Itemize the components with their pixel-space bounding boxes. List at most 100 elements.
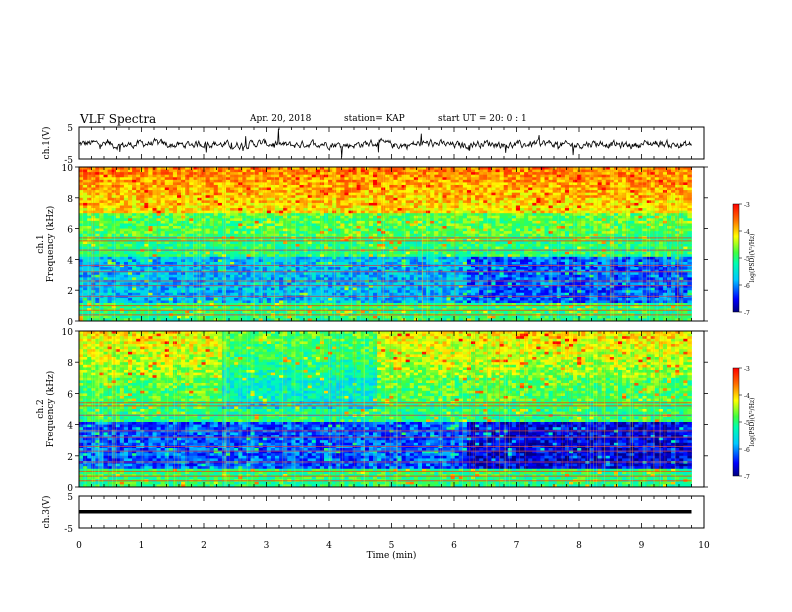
- spectrogram-cell: [426, 213, 431, 217]
- spectrogram-cell: [332, 208, 337, 212]
- spectrogram-cell: [597, 213, 603, 217]
- spectrogram-cell: [344, 179, 349, 183]
- spectrogram-cell: [307, 167, 313, 170]
- spectrogram-cell: [426, 172, 431, 176]
- spectrogram-cell: [564, 231, 570, 235]
- spectrogram-cell: [128, 244, 133, 247]
- spectrogram-cell: [487, 182, 492, 186]
- spectrogram-cell: [426, 244, 431, 247]
- spectrogram-cell: [560, 228, 566, 232]
- spectrogram-cell: [99, 210, 104, 214]
- spectrogram-cell: [324, 182, 329, 186]
- spectrogram-cell: [687, 228, 692, 232]
- spectrogram-cell: [491, 190, 496, 194]
- spectrogram-cell: [487, 187, 492, 191]
- spectrogram-cell: [687, 223, 692, 227]
- spectrogram-cell: [324, 200, 329, 204]
- spectrogram-cell: [377, 177, 382, 181]
- spectrogram-cell: [430, 169, 435, 173]
- spectrogram-cell: [266, 228, 272, 232]
- spectrogram-cell: [213, 208, 219, 212]
- spectrogram-cell: [115, 172, 121, 176]
- spectrogram-cell: [103, 174, 108, 178]
- spectrogram-cell: [658, 187, 664, 191]
- spectrogram-cell: [152, 241, 157, 245]
- spectrogram-cell: [319, 208, 325, 212]
- spectrogram-cell: [348, 197, 353, 201]
- spectrogram-cell: [115, 197, 121, 201]
- spectrogram-cell: [287, 172, 292, 176]
- spectrogram-cell: [577, 213, 582, 217]
- spectrogram-cell: [426, 210, 431, 214]
- spectrogram-cell: [291, 200, 296, 204]
- spectrogram-cell: [189, 202, 194, 206]
- spectrogram-cell: [344, 223, 349, 227]
- spectrogram-cell: [246, 233, 251, 237]
- spectrogram-cell: [634, 218, 639, 222]
- spectrogram-cell: [246, 223, 251, 227]
- spectrogram-cell: [254, 187, 260, 191]
- spectrogram-cell: [462, 233, 468, 237]
- spectrogram-cell: [254, 215, 260, 219]
- spectrogram-cell: [348, 179, 353, 183]
- spectrogram-cell: [556, 218, 562, 222]
- spectrogram-cell: [389, 187, 394, 191]
- spectrogram-cell: [417, 177, 423, 181]
- spectrogram-cell: [548, 167, 554, 170]
- spectrogram-cell: [87, 172, 92, 176]
- spectrogram-cell: [581, 182, 586, 186]
- spectrogram-cell: [132, 231, 137, 235]
- spectrogram-cell: [442, 233, 447, 237]
- spectrogram-cell: [181, 213, 186, 217]
- spectrogram-cell: [172, 174, 178, 178]
- spectrogram-cell: [103, 187, 108, 191]
- spectrogram-cell: [250, 197, 255, 201]
- spectrogram-cell: [569, 192, 574, 196]
- spectrogram-cell: [193, 187, 198, 191]
- spectrogram-cell: [87, 190, 92, 194]
- spectrogram-cell: [466, 228, 472, 232]
- spectrogram-cell: [287, 215, 292, 219]
- spectrogram-cell: [152, 208, 157, 212]
- spectrogram-cell: [287, 169, 292, 173]
- spectrogram-cell: [397, 220, 402, 224]
- spectrogram-cell: [336, 226, 341, 229]
- spectrogram-cell: [148, 200, 153, 204]
- spectrogram-cell: [115, 179, 121, 183]
- spectrogram-cell: [409, 177, 415, 181]
- spectrogram-cell: [377, 174, 382, 178]
- spectrogram-cell: [197, 187, 202, 191]
- spectrogram-cell: [409, 190, 415, 194]
- spectrogram-cell: [422, 192, 427, 196]
- spectrogram-cell: [385, 167, 390, 170]
- spectrogram-cell: [303, 226, 309, 229]
- spectrogram-cell: [622, 197, 627, 201]
- spectrogram-cell: [601, 205, 607, 209]
- spectrogram-cell: [344, 202, 349, 206]
- spectrogram-cell: [356, 200, 362, 204]
- spectrogram-cell: [356, 213, 362, 217]
- spectrogram-cell: [258, 244, 264, 247]
- spectrogram-cell: [181, 231, 186, 235]
- spectrogram-cell: [197, 190, 202, 194]
- spectrogram-cell: [307, 187, 313, 191]
- spectrogram-cell: [226, 172, 231, 176]
- spectrogram-cell: [266, 174, 272, 178]
- spectrogram-cell: [242, 197, 247, 201]
- spectrogram-cell: [299, 167, 304, 170]
- spectrogram-cell: [230, 192, 235, 196]
- spectrogram-cell: [556, 179, 562, 183]
- spectrogram-cell: [524, 182, 529, 186]
- spectrogram-1: [79, 167, 704, 322]
- spectrogram-cell: [613, 169, 619, 173]
- spectrogram-cell: [140, 174, 145, 178]
- spectrogram-cell: [642, 241, 647, 245]
- spectrogram-cell: [564, 177, 570, 181]
- spectrogram-cell: [115, 190, 121, 194]
- spectrogram-cell: [164, 187, 170, 191]
- spectrogram-cell: [520, 213, 525, 217]
- spectrogram-cell: [462, 179, 468, 183]
- spectrogram-cell: [491, 195, 496, 199]
- spectrogram-cell: [234, 169, 239, 173]
- spectrogram-cell: [597, 205, 603, 209]
